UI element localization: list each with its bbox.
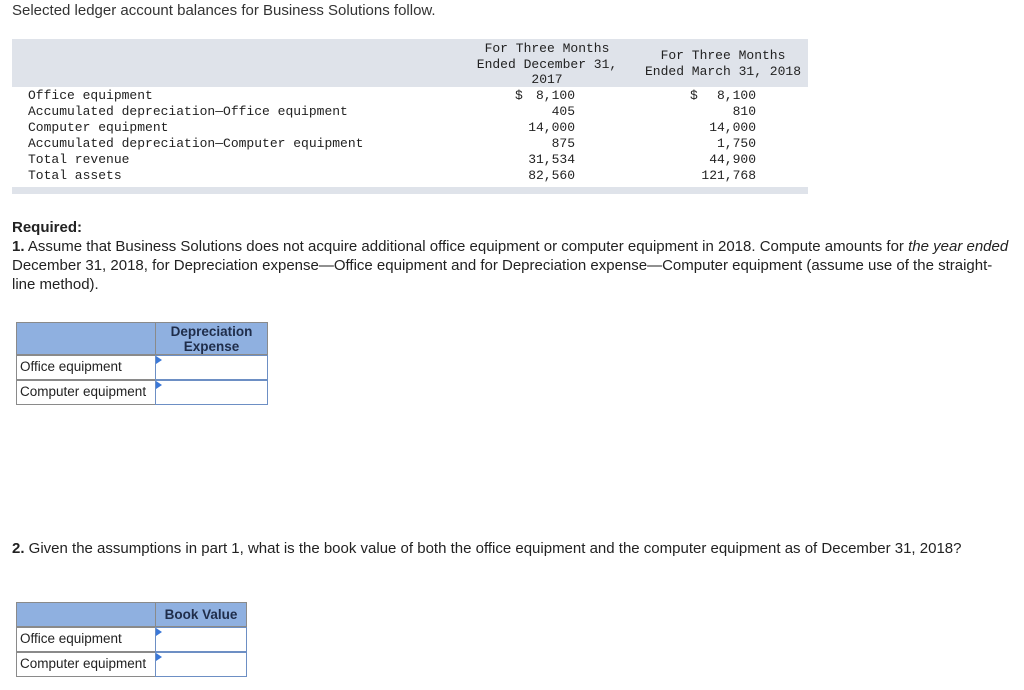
grid-corner-cell xyxy=(16,322,156,355)
depreciation-computer-equipment-field[interactable] xyxy=(156,381,267,404)
depreciation-expense-header: Depreciation Expense xyxy=(155,322,268,355)
ledger-table: For Three Months Ended December 31, 2017… xyxy=(12,39,808,194)
value-dec-total-assets: 82,560 xyxy=(528,168,575,183)
value-mar-total-revenue: 44,900 xyxy=(709,152,756,167)
question-1: 1. Assume that Business Solutions does n… xyxy=(12,237,1012,294)
value-dec-office-equipment: 8,100 xyxy=(535,88,575,103)
depreciation-office-equipment-field[interactable] xyxy=(156,356,267,379)
value-mar-computer-equipment: 14,000 xyxy=(709,120,756,135)
value-mar-accum-dep-computer: 1,750 xyxy=(716,136,756,151)
book-value-computer-equipment-input[interactable] xyxy=(155,652,247,677)
column-header-line: Ended March 31, 2018 xyxy=(644,63,802,79)
question-text-italic: the year ended xyxy=(908,238,1009,255)
header-line: Book Value xyxy=(164,607,238,622)
grid-corner-cell xyxy=(16,602,156,627)
value-mar-office-equipment: 8,100 xyxy=(716,88,756,103)
column-header-line: For Three Months xyxy=(660,48,786,63)
header-line: Depreciation xyxy=(170,324,253,339)
column-header-mar-2018: For Three Months Ended March 31, 2018 xyxy=(639,48,807,79)
row-label-office-equipment: Office equipment xyxy=(16,355,156,380)
book-value-office-equipment-input[interactable] xyxy=(155,627,247,652)
header-line: Expense xyxy=(183,339,240,354)
account-accum-dep-computer: Accumulated depreciation—Computer equipm… xyxy=(28,136,364,151)
question-number: 1. xyxy=(12,238,25,255)
account-total-assets: Total assets xyxy=(28,168,122,183)
column-header-line: For Three Months xyxy=(484,41,610,56)
value-dec-computer-equipment: 14,000 xyxy=(528,120,575,135)
value-dec-accum-dep-office: 405 xyxy=(551,104,575,119)
question-2: 2. Given the assumptions in part 1, what… xyxy=(12,539,1012,558)
input-flag-icon xyxy=(156,628,162,636)
question-number: 2. xyxy=(12,540,25,557)
dollar-sign: $ xyxy=(515,88,523,103)
column-header-line: Ended December 31, xyxy=(476,56,618,72)
value-mar-accum-dep-office: 810 xyxy=(732,104,756,119)
value-dec-total-revenue: 31,534 xyxy=(528,152,575,167)
input-flag-icon xyxy=(156,356,162,364)
row-label-computer-equipment: Computer equipment xyxy=(16,380,156,405)
column-header-line: 2017 xyxy=(531,72,563,87)
account-total-revenue: Total revenue xyxy=(28,152,130,167)
value-dec-accum-dep-computer: 875 xyxy=(551,136,575,151)
account-office-equipment: Office equipment xyxy=(28,88,153,103)
row-label-computer-equipment: Computer equipment xyxy=(16,652,156,677)
question-text: Assume that Business Solutions does not … xyxy=(24,238,909,255)
input-flag-icon xyxy=(156,381,162,389)
intro-text: Selected ledger account balances for Bus… xyxy=(12,2,436,19)
value-mar-total-assets: 121,768 xyxy=(701,168,756,183)
row-label-office-equipment: Office equipment xyxy=(16,627,156,652)
column-header-dec-2017: For Three Months Ended December 31, 2017 xyxy=(467,41,627,88)
required-label: Required: xyxy=(12,219,83,236)
book-value-header: Book Value xyxy=(155,602,247,627)
account-accum-dep-office: Accumulated depreciation—Office equipmen… xyxy=(28,104,348,119)
question-text: December 31, 2018, for Depreciation expe… xyxy=(12,257,993,293)
book-value-office-equipment-field[interactable] xyxy=(156,628,246,651)
depreciation-computer-equipment-input[interactable] xyxy=(155,380,268,405)
question-text: Given the assumptions in part 1, what is… xyxy=(24,540,962,557)
book-value-computer-equipment-field[interactable] xyxy=(156,653,246,676)
depreciation-office-equipment-input[interactable] xyxy=(155,355,268,380)
account-computer-equipment: Computer equipment xyxy=(28,120,169,135)
dollar-sign: $ xyxy=(690,88,698,103)
input-flag-icon xyxy=(156,653,162,661)
ledger-header-band xyxy=(12,39,808,87)
ledger-footer-band xyxy=(12,187,808,194)
